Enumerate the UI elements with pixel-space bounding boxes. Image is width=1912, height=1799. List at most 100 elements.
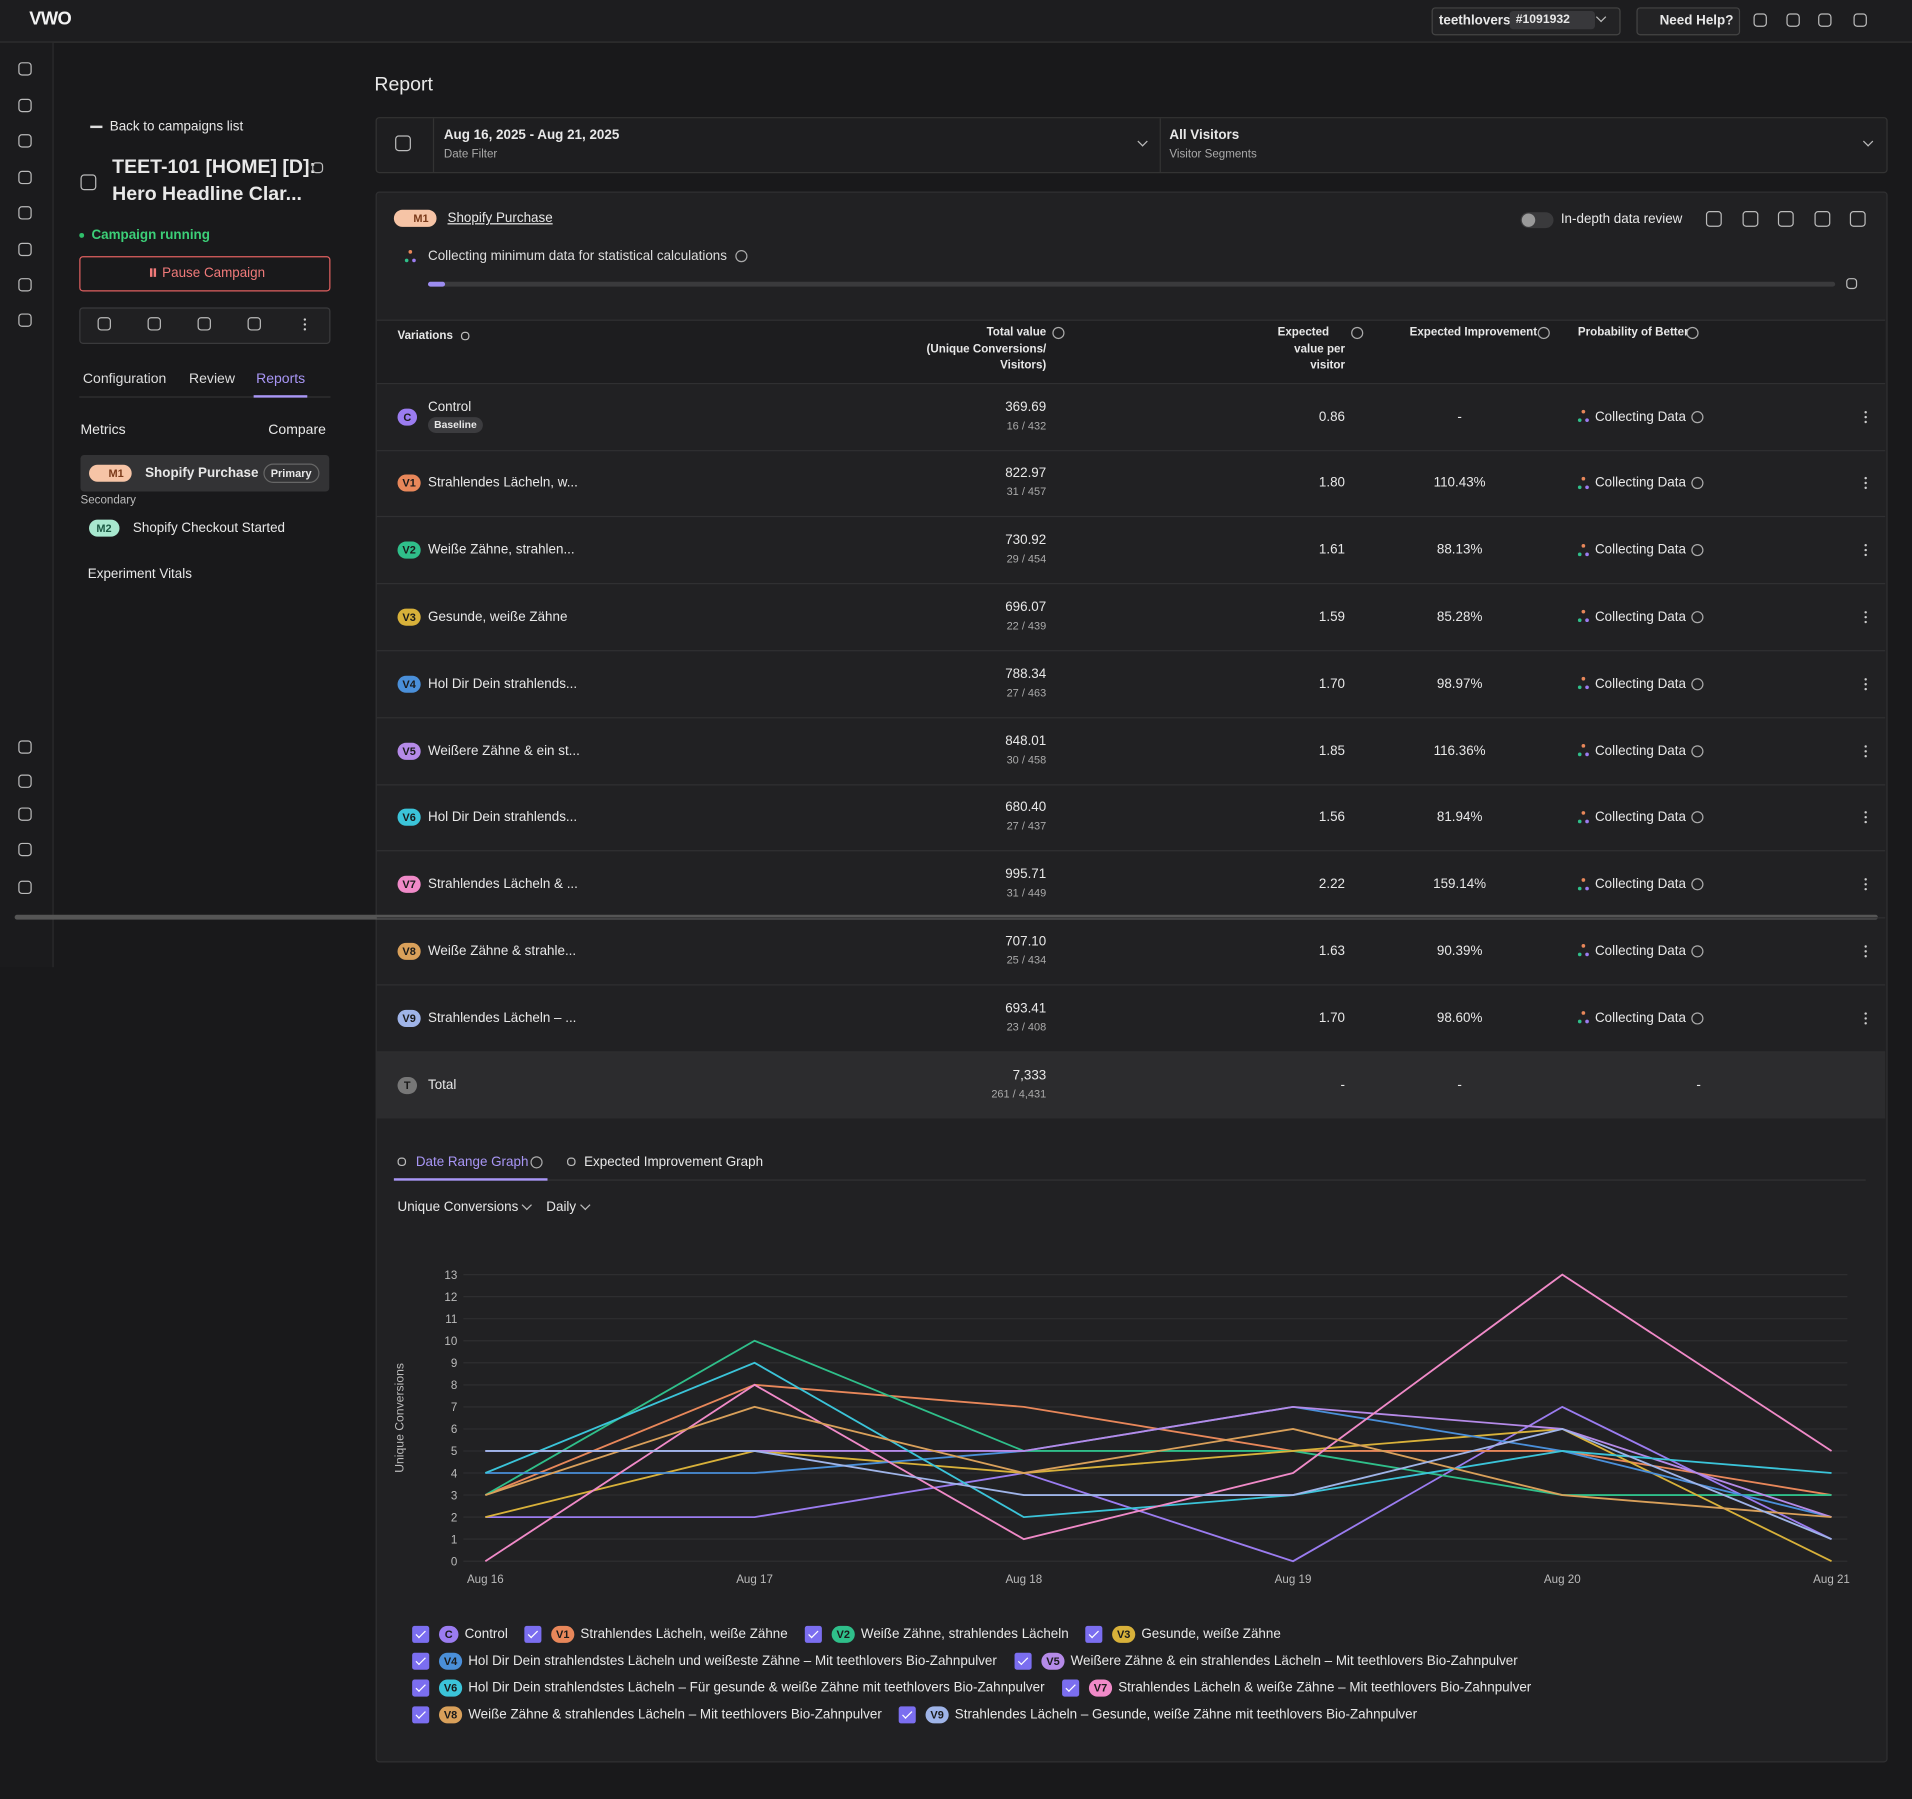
icon[interactable]: [1753, 13, 1767, 27]
legend-label[interactable]: Strahlendes Lächeln & weiße Zähne – Mit …: [1118, 1680, 1532, 1696]
icon[interactable]: [395, 135, 411, 152]
legend-checkbox[interactable]: [804, 1625, 822, 1643]
legend-label[interactable]: Hol Dir Dein strahlendstes Lächeln – Für…: [468, 1680, 1045, 1696]
kebab-menu[interactable]: [303, 323, 307, 326]
icon[interactable]: [312, 162, 324, 174]
arrow[interactable]: [90, 125, 103, 128]
header-cell: Visitors): [1000, 358, 1047, 373]
icon[interactable]: [567, 1157, 576, 1167]
legend-checkbox[interactable]: [1014, 1652, 1032, 1670]
kebab-menu[interactable]: [1864, 682, 1867, 686]
legend-checkbox[interactable]: [1062, 1679, 1080, 1697]
kebab-menu[interactable]: [1864, 482, 1867, 485]
legend-label[interactable]: Strahlendes Lächeln – Gesunde, weiße Zäh…: [954, 1707, 1418, 1723]
icon[interactable]: [397, 1157, 407, 1167]
kebab-menu[interactable]: [1864, 816, 1867, 819]
metric-dropdown[interactable]: Unique Conversions: [397, 1200, 519, 1215]
back-link[interactable]: Back to campaigns list: [109, 119, 244, 135]
icon[interactable]: [18, 170, 32, 185]
icon[interactable]: [1705, 211, 1722, 227]
kebab-menu[interactable]: [1864, 548, 1867, 552]
tab[interactable]: Review: [189, 372, 236, 387]
icon[interactable]: [247, 317, 261, 331]
icon[interactable]: [147, 317, 161, 331]
variation-name[interactable]: Gesunde, weiße Zähne: [428, 609, 568, 625]
icon[interactable]: [18, 206, 32, 220]
legend-checkbox[interactable]: [412, 1679, 430, 1697]
legend-checkbox[interactable]: [412, 1625, 430, 1643]
icon[interactable]: [18, 242, 32, 257]
legend-checkbox[interactable]: [412, 1652, 430, 1670]
kebab-menu[interactable]: [1864, 749, 1867, 752]
legend-label[interactable]: Weiße Zähne, strahlendes Lächeln: [860, 1627, 1069, 1642]
icon[interactable]: [97, 317, 111, 331]
legend-label[interactable]: Weißere Zähne & ein strahlendes Lächeln …: [1070, 1653, 1518, 1669]
legend-label[interactable]: Weiße Zähne & strahlendes Lächeln – Mit …: [468, 1707, 882, 1723]
icon[interactable]: [1786, 13, 1800, 27]
icon[interactable]: [460, 331, 470, 341]
kebab-menu[interactable]: [1864, 883, 1867, 886]
icon[interactable]: [18, 278, 32, 292]
icon[interactable]: [18, 880, 32, 895]
kebab-menu[interactable]: [1864, 415, 1867, 418]
icon[interactable]: [1853, 13, 1867, 27]
variation-name[interactable]: Strahlendes Lächeln – ...: [428, 1010, 577, 1026]
segment-filter[interactable]: All Visitors: [1169, 128, 1240, 143]
icon[interactable]: [1814, 211, 1831, 227]
variation-name[interactable]: Hol Dir Dein strahlends...: [428, 676, 578, 692]
date-filter[interactable]: Aug 16, 2025 - Aug 21, 2025: [443, 128, 620, 143]
metric-name[interactable]: Shopify Checkout Started: [132, 520, 286, 536]
metric-name[interactable]: Shopify Purchase: [447, 211, 553, 226]
status-dot: [407, 249, 412, 254]
icon[interactable]: [18, 98, 32, 113]
legend-label[interactable]: Gesunde, weiße Zähne: [1141, 1627, 1281, 1642]
icon[interactable]: [18, 62, 32, 76]
status-dot: [1584, 685, 1589, 690]
conversion-count: 29 / 454: [1006, 552, 1047, 565]
variation-name[interactable]: Control: [428, 399, 472, 415]
icon[interactable]: [18, 134, 32, 148]
chart-tab[interactable]: Expected Improvement Graph: [584, 1155, 764, 1170]
kebab-menu[interactable]: [1864, 1016, 1867, 1020]
variation-name[interactable]: Strahlendes Lächeln, w...: [428, 476, 578, 491]
icon[interactable]: [18, 740, 32, 754]
legend-label[interactable]: Control: [464, 1627, 508, 1642]
variation-name[interactable]: Weiße Zähne, strahlen...: [428, 542, 575, 558]
icon[interactable]: [18, 842, 32, 857]
legend-checkbox[interactable]: [1085, 1625, 1103, 1643]
variation-name[interactable]: Weißere Zähne & ein st...: [428, 743, 580, 759]
icon[interactable]: [1818, 13, 1832, 27]
legend-label[interactable]: Strahlendes Lächeln, weiße Zähne: [580, 1627, 788, 1642]
legend-checkbox[interactable]: [412, 1706, 430, 1724]
icon[interactable]: [1846, 278, 1858, 290]
legend-checkbox[interactable]: [898, 1706, 916, 1724]
icon[interactable]: [197, 317, 211, 331]
legend-checkbox[interactable]: [524, 1625, 542, 1643]
help-button[interactable]: [1636, 7, 1741, 36]
icon[interactable]: [18, 774, 32, 788]
variation-name[interactable]: Strahlendes Lächeln & ...: [428, 877, 578, 892]
icon[interactable]: [18, 313, 32, 327]
vitals-link[interactable]: Experiment Vitals: [87, 567, 192, 582]
date-filter-label: Date Filter: [443, 147, 498, 162]
icon[interactable]: [1742, 211, 1759, 227]
icon[interactable]: [1849, 211, 1866, 227]
logo[interactable]: VWO: [29, 8, 72, 30]
kebab-menu[interactable]: [1864, 615, 1867, 619]
total-value: 788.34: [1005, 666, 1047, 682]
icon[interactable]: [18, 807, 32, 821]
kebab-menu[interactable]: [1864, 950, 1867, 953]
variation-name[interactable]: Hol Dir Dein strahlends...: [428, 810, 578, 825]
variation-name[interactable]: Total: [428, 1077, 457, 1093]
legend-label[interactable]: Hol Dir Dein strahlendstes Lächeln und w…: [468, 1653, 997, 1669]
tab[interactable]: Configuration: [82, 372, 167, 387]
probability: Collecting Data: [1594, 1010, 1686, 1026]
pause-button[interactable]: [79, 256, 331, 292]
tab-active[interactable]: Reports: [256, 372, 306, 387]
interval-dropdown[interactable]: Daily: [546, 1200, 577, 1215]
chart-tab-active[interactable]: Date Range Graph: [415, 1155, 529, 1170]
compare-link[interactable]: Compare: [268, 423, 326, 438]
icon[interactable]: [80, 174, 97, 191]
variation-name[interactable]: Weiße Zähne & strahle...: [428, 943, 577, 959]
icon[interactable]: [1777, 211, 1794, 227]
